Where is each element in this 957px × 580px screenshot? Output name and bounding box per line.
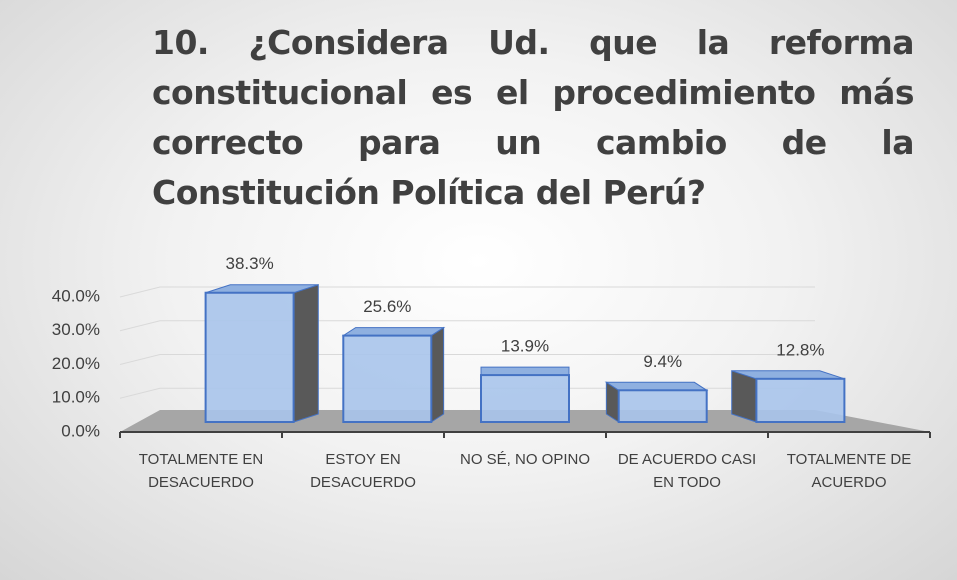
bar-face [617, 389, 708, 423]
y-tick-label: 40.0% [52, 286, 100, 305]
grid-line [119, 320, 815, 332]
bar-face [204, 291, 295, 423]
bar [480, 366, 570, 423]
y-tick-label: 0.0% [61, 421, 100, 440]
chart-title: 10. ¿Considera Ud. que la reforma consti… [152, 23, 915, 212]
x-tick-label: NO SÉ, NO OPINO [459, 451, 591, 468]
bar-face [342, 334, 433, 424]
y-tick-label: 20.0% [52, 354, 100, 373]
y-tick-label: 30.0% [52, 320, 100, 339]
x-tick-label: DE ACUERDO CASI EN TODO [617, 451, 757, 491]
bar-face [480, 366, 570, 376]
bar-face [731, 370, 757, 423]
bar [604, 381, 709, 423]
value-label: 13.9% [501, 337, 549, 356]
bar [341, 326, 446, 424]
x-tick-label: TOTALMENTE EN DESACUERDO [138, 451, 264, 491]
x-tick-label: TOTALMENTE DE ACUERDO [786, 451, 912, 491]
grid-line [119, 286, 815, 298]
value-label: 38.3% [225, 254, 273, 273]
bar [204, 284, 319, 423]
value-label: 12.8% [776, 340, 824, 359]
grid-line [119, 387, 815, 399]
bar-face [341, 327, 446, 337]
bar [731, 370, 846, 423]
value-label: 9.4% [643, 352, 682, 371]
bar-face [293, 284, 319, 423]
grid-line [119, 354, 815, 365]
x-tick-label: ESTOY EN DESACUERDO [310, 451, 416, 491]
bar-face [604, 381, 709, 391]
bar-face [430, 326, 445, 423]
y-tick-label: 10.0% [52, 388, 100, 407]
bar-face [755, 377, 846, 423]
bar-face [480, 374, 570, 423]
value-label: 25.6% [363, 297, 411, 316]
